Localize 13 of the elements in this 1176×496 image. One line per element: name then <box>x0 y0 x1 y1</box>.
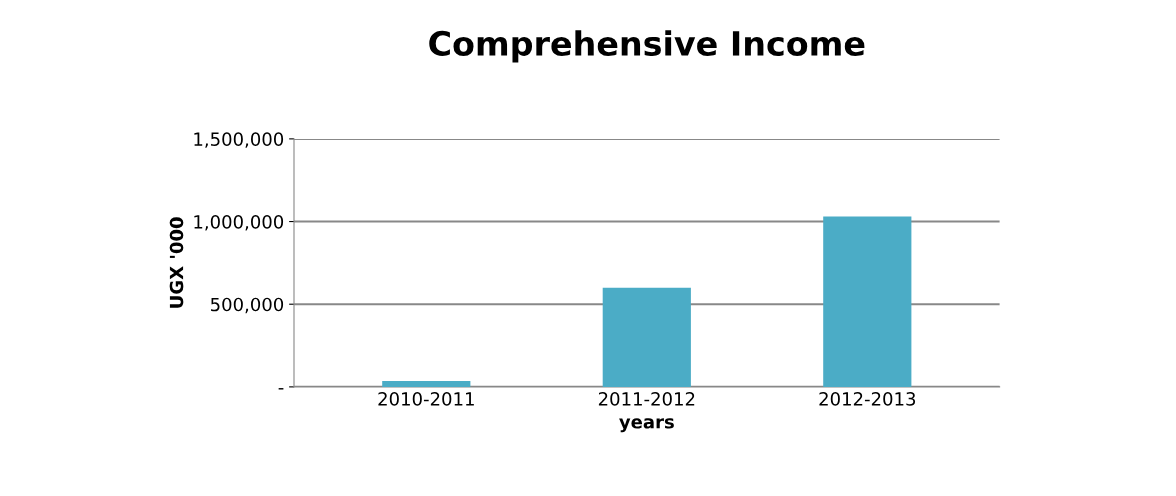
x-axis-title: years <box>619 418 674 433</box>
y-tick-label: 1,500,000 <box>194 132 284 148</box>
y-tick-label: 1,000,000 <box>194 215 284 231</box>
x-tick-label: 2010-2011 <box>378 392 474 406</box>
y-tick-label: 500,000 <box>211 297 284 314</box>
y-axis-title: UGX '000 <box>169 217 184 308</box>
bar <box>602 287 691 387</box>
bar <box>823 216 912 387</box>
bar <box>382 381 471 387</box>
x-tick-label: 2011-2012 <box>598 392 695 406</box>
chart-title: Comprehensive Income <box>429 30 865 63</box>
x-tick-label: 2012-2013 <box>819 392 916 406</box>
y-tick-label: - <box>278 388 284 390</box>
